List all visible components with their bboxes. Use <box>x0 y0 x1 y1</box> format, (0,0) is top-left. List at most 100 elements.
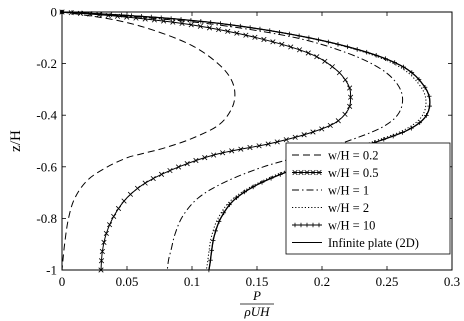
series-marker-4 <box>383 56 388 61</box>
series-marker-4 <box>69 10 75 15</box>
series-line-0 <box>61 11 236 271</box>
series-marker-4 <box>364 49 370 55</box>
x-tick-label: 0.15 <box>246 274 269 289</box>
series-marker-4 <box>198 19 204 24</box>
series-marker-4 <box>335 42 341 47</box>
series-marker-1 <box>288 44 294 50</box>
series-marker-4 <box>99 11 105 17</box>
series-marker-1 <box>342 77 348 83</box>
series-marker-1 <box>327 122 333 129</box>
series-marker-4 <box>373 52 379 58</box>
series-marker-4 <box>287 31 292 37</box>
series-marker-4 <box>326 39 331 45</box>
series-marker-4 <box>158 15 164 21</box>
series-marker-1 <box>107 222 113 228</box>
legend-marker-4 <box>316 222 322 228</box>
x-tick-label: 0 <box>59 274 66 289</box>
x-axis-label-numerator: P <box>252 288 261 303</box>
series-marker-4 <box>234 195 239 201</box>
series-marker-1 <box>211 152 217 158</box>
series-marker-1 <box>347 103 353 109</box>
legend-label-4: w/H = 10 <box>328 219 375 233</box>
series-marker-1 <box>133 15 139 21</box>
legend-marker-1 <box>310 169 316 176</box>
y-tick-label: -0.2 <box>36 56 57 71</box>
origin-point <box>60 10 64 14</box>
series-marker-1 <box>347 85 353 91</box>
series-marker-1 <box>101 239 107 245</box>
series-marker-1 <box>292 134 298 140</box>
series-marker-4 <box>149 14 154 20</box>
series-marker-1 <box>270 39 276 45</box>
series-marker-1 <box>127 191 134 197</box>
legend-label-5: Infinite plate (2D) <box>328 236 419 250</box>
series-marker-4 <box>427 103 432 109</box>
series-marker-1 <box>238 146 244 152</box>
y-tick-label: 0 <box>51 5 58 20</box>
legend-marker-4 <box>304 222 310 228</box>
series-marker-1 <box>87 11 93 17</box>
legend-label-0: w/H = 0.2 <box>328 149 378 163</box>
series-marker-4 <box>139 14 144 19</box>
series-marker-4 <box>345 44 350 50</box>
series-marker-4 <box>259 180 265 185</box>
series-marker-1 <box>175 164 182 170</box>
series-marker-4 <box>206 267 212 273</box>
series-marker-4 <box>210 238 216 243</box>
legend-marker-1 <box>316 169 322 176</box>
series-marker-4 <box>422 84 428 90</box>
series-marker-1 <box>336 70 342 76</box>
series-marker-4 <box>208 257 213 263</box>
series-marker-1 <box>193 157 199 164</box>
series-marker-4 <box>168 16 174 21</box>
series-marker-1 <box>105 12 111 19</box>
series-marker-1 <box>256 143 262 149</box>
x-axis-label-denominator: ρUH <box>243 304 270 319</box>
series-marker-4 <box>306 35 312 41</box>
series-line-1 <box>61 11 352 271</box>
series-marker-4 <box>119 12 124 18</box>
series-marker-4 <box>178 17 184 22</box>
series-marker-1 <box>99 248 105 255</box>
series-marker-4 <box>109 12 114 17</box>
series-marker-4 <box>392 60 397 65</box>
series-marker-4 <box>381 137 387 142</box>
series-marker-1 <box>103 230 109 236</box>
series-marker-1 <box>283 137 289 143</box>
series-marker-4 <box>208 20 214 25</box>
series-marker-1 <box>247 144 253 151</box>
series-marker-4 <box>400 130 405 135</box>
series-marker-1 <box>134 185 141 191</box>
series-marker-1 <box>310 129 316 135</box>
series-marker-4 <box>188 18 194 23</box>
series-marker-1 <box>142 16 148 22</box>
series-marker-1 <box>114 13 121 19</box>
series-marker-1 <box>261 36 267 43</box>
legend-marker-1 <box>304 169 310 176</box>
series-marker-1 <box>296 47 303 53</box>
series-marker-4 <box>267 28 273 33</box>
series-marker-4 <box>426 93 432 99</box>
x-tick-label: 0.1 <box>184 274 200 289</box>
legend-label-1: w/H = 0.5 <box>328 166 378 180</box>
series-marker-1 <box>188 22 194 28</box>
x-tick-label: 0.3 <box>444 274 460 289</box>
series-marker-1 <box>234 30 240 36</box>
legend-label-3: w/H = 2 <box>328 201 369 215</box>
series-line-5 <box>61 11 431 271</box>
series-marker-4 <box>216 219 222 224</box>
series-marker-1 <box>322 58 328 64</box>
series-marker-1 <box>150 175 156 182</box>
series-marker-1 <box>216 26 222 33</box>
y-tick-label: -0.4 <box>36 108 57 123</box>
legend-marker-1 <box>292 169 298 176</box>
series-marker-1 <box>225 28 231 34</box>
series-marker-1 <box>335 118 341 124</box>
series-marker-4 <box>416 77 422 82</box>
series-marker-1 <box>161 18 167 24</box>
series-marker-1 <box>115 205 122 212</box>
series-marker-4 <box>129 13 134 19</box>
series-marker-4 <box>277 172 283 177</box>
series-marker-1 <box>98 258 105 264</box>
series-marker-1 <box>202 155 208 161</box>
